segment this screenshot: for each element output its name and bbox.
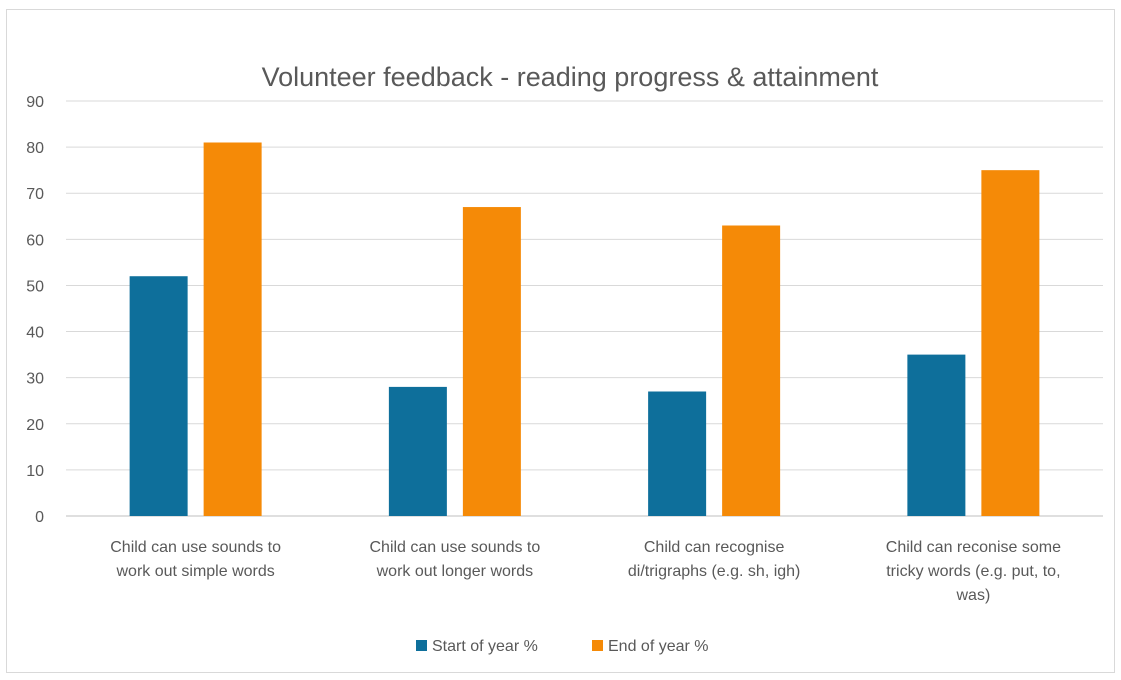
category-label: tricky words (e.g. put, to, (886, 563, 1060, 580)
category-label: Child can recognise (644, 539, 785, 556)
bar-start-2 (388, 386, 447, 516)
category-label: was) (955, 587, 990, 604)
category-label: Child can reconise some (886, 539, 1061, 556)
y-tick-label: 40 (26, 325, 44, 342)
bar-end-4 (981, 170, 1040, 516)
legend-swatch (416, 640, 427, 651)
bars (129, 142, 1040, 517)
y-tick-label: 30 (26, 371, 44, 388)
y-axis-ticks: 0 10 20 30 40 50 60 70 80 90 (26, 94, 44, 526)
legend: Start of year % End of year % (416, 638, 709, 655)
legend-label: End of year % (608, 638, 709, 655)
chart-title: Volunteer feedback - reading progress & … (262, 62, 879, 92)
bar-start-1 (129, 276, 188, 516)
bar-end-1 (203, 142, 262, 516)
legend-label: Start of year % (432, 638, 538, 655)
y-tick-label: 80 (26, 140, 44, 157)
bar-end-2 (462, 207, 521, 517)
x-axis-categories: Child can use sounds to work out simple w… (110, 539, 1061, 604)
category-label: Child can use sounds to (369, 539, 540, 556)
category-label: di/trigraphs (e.g. sh, igh) (628, 563, 801, 580)
y-tick-label: 0 (35, 509, 44, 526)
category-label: work out simple words (115, 563, 274, 580)
y-tick-label: 20 (26, 417, 44, 434)
category-label: Child can use sounds to (110, 539, 281, 556)
legend-swatch (592, 640, 603, 651)
bar-end-3 (722, 225, 781, 516)
y-tick-label: 60 (26, 232, 44, 249)
y-tick-label: 10 (26, 463, 44, 480)
y-tick-label: 70 (26, 186, 44, 203)
bar-start-3 (648, 391, 707, 516)
y-tick-label: 90 (26, 94, 44, 111)
bar-start-4 (907, 354, 966, 516)
y-tick-label: 50 (26, 278, 44, 295)
chart-frame (6, 9, 1115, 673)
category-label: work out longer words (376, 563, 534, 580)
